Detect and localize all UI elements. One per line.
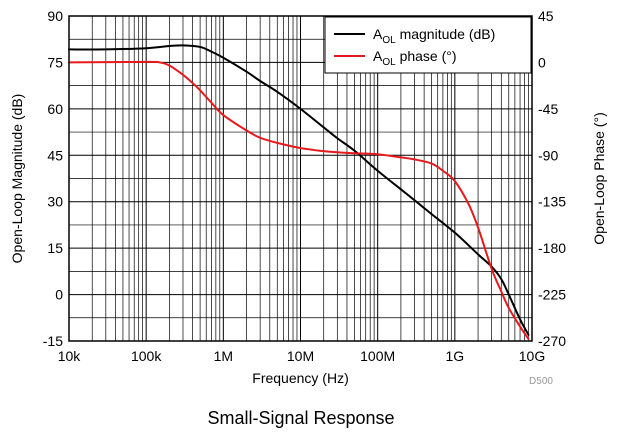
y-left-tick-label: 75 (47, 54, 63, 70)
phase-line (68, 60, 530, 340)
plot-lines (68, 44, 530, 340)
y-axis-left-title: Open-Loop Magnitude (dB) (9, 94, 25, 264)
y-right-tick-label: -135 (538, 194, 566, 210)
y-left-tick-label: 0 (55, 287, 63, 303)
magnitude-line (68, 44, 530, 336)
x-tick-label: 1G (445, 348, 464, 364)
x-axis-title: Frequency (Hz) (252, 370, 348, 386)
plot-frame (68, 15, 533, 342)
y-right-tick-label: -90 (538, 147, 558, 163)
y-axis-right-title: Open-Loop Phase (°) (591, 112, 607, 244)
y-left-tick-label: 30 (47, 194, 63, 210)
figure-id: D500 (529, 376, 553, 387)
y-right-tick-label: -45 (538, 101, 558, 117)
y-left-tick-label: 90 (47, 8, 63, 24)
y-left-tick-label: 60 (47, 101, 63, 117)
x-tick-label: 1M (214, 348, 233, 364)
grid (68, 15, 532, 342)
x-tick-label: 100M (360, 348, 395, 364)
x-tick-label: 100k (131, 348, 162, 364)
legend: AOL magnitude (dB)AOL phase (°) (324, 16, 532, 74)
legend-phase-label: AOL phase (°) (373, 48, 457, 68)
y-right-tick-label: -180 (538, 240, 566, 256)
y-right-tick-label: 0 (538, 54, 546, 70)
tick-labels: 10k 100k 1M 10M 100M 1G 10G 90 75 60 45 30 15 0 -15 45 0… (43, 8, 566, 364)
y-right-tick-label: -270 (538, 333, 566, 349)
x-tick-label: 10k (58, 348, 82, 364)
x-tick-label: 10G (519, 348, 545, 364)
y-left-tick-label: -15 (43, 333, 63, 349)
y-left-tick-label: 45 (47, 147, 63, 163)
figure-caption: Small-Signal Response (207, 408, 394, 428)
y-right-tick-label: 45 (538, 8, 554, 24)
y-right-tick-label: -225 (538, 287, 566, 303)
y-left-tick-label: 15 (47, 240, 63, 256)
x-tick-label: 10M (287, 348, 314, 364)
legend-magnitude-label: AOL magnitude (dB) (373, 26, 495, 46)
legend-box (324, 16, 532, 74)
